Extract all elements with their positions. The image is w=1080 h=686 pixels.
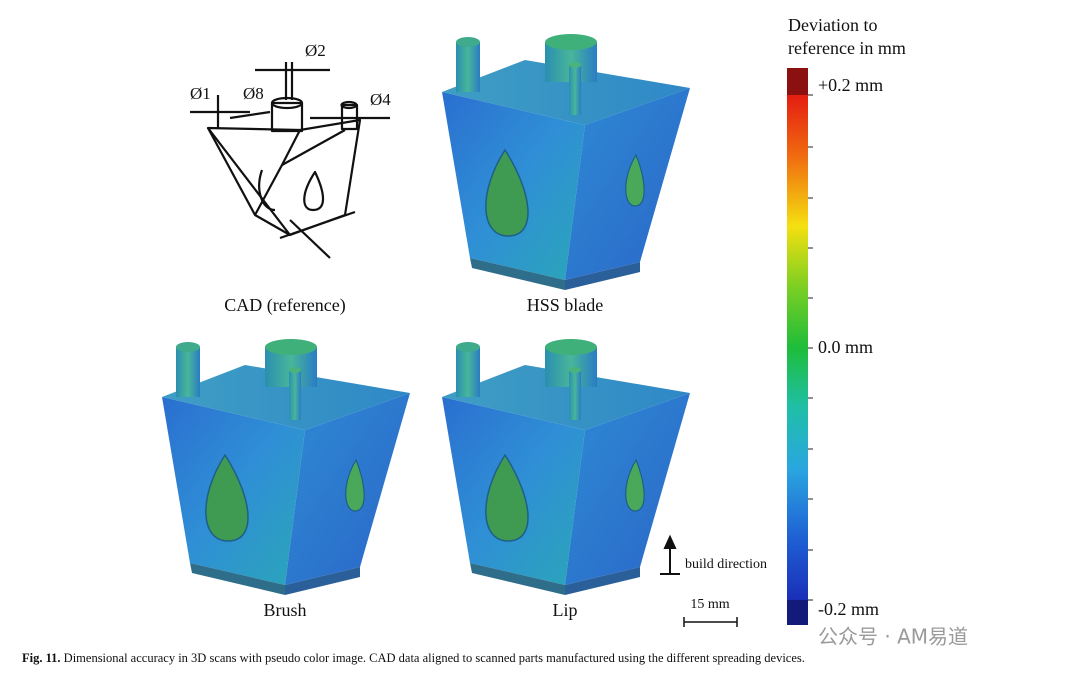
colorbar-title: reference in mm — [788, 38, 906, 58]
colorbar-title: Deviation to — [788, 15, 877, 35]
brush-scan — [161, 338, 411, 596]
panel-label: CAD (reference) — [224, 295, 345, 316]
panel-label: Brush — [263, 600, 306, 620]
colorbar-ticks — [808, 94, 813, 601]
watermark: 公众号 · AM易道 — [818, 625, 968, 649]
build-direction-label: build direction — [685, 557, 767, 572]
dimension-label: Ø4 — [370, 90, 391, 109]
lip-scan — [441, 338, 691, 596]
colorbar — [787, 95, 808, 600]
colorbar-cap — [787, 600, 808, 625]
panel-label: Lip — [553, 600, 578, 620]
colorbar-label: -0.2 mm — [818, 599, 879, 619]
colorbar-label: +0.2 mm — [818, 75, 883, 95]
panel-label: HSS blade — [527, 295, 604, 315]
dimension-label: Ø8 — [243, 84, 264, 103]
caption-label: Fig. 11. — [22, 651, 61, 665]
colorbar-cap — [787, 68, 808, 95]
scale-bar-label: 15 mm — [690, 597, 729, 612]
dimension-label: Ø2 — [305, 41, 326, 60]
cad-drawing — [190, 62, 390, 259]
scale-bar — [683, 617, 738, 627]
caption-text: Dimensional accuracy in 3D scans with ps… — [64, 651, 805, 665]
colorbar-label: 0.0 mm — [818, 337, 873, 357]
dimension-label: Ø1 — [190, 84, 211, 103]
hss-blade-scan — [441, 33, 691, 291]
caption: Fig. 11. Dimensional accuracy in 3D scan… — [22, 651, 805, 665]
build-arrow — [660, 534, 680, 575]
